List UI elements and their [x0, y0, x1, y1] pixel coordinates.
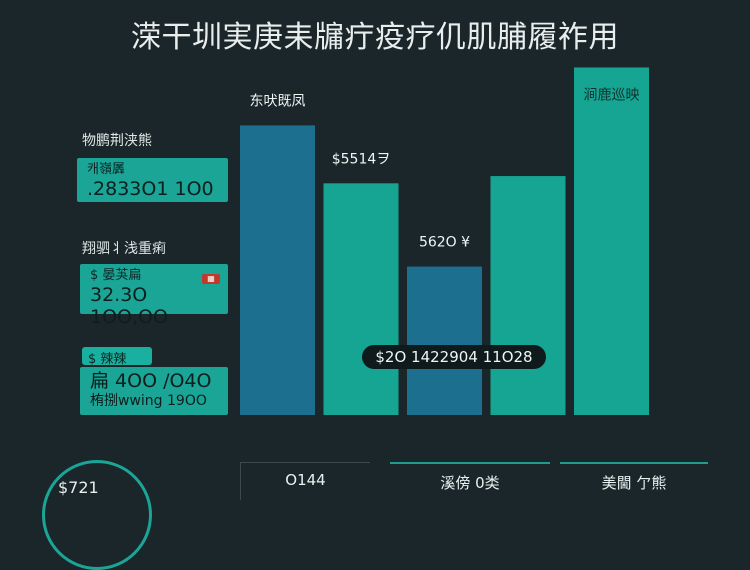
bar-5: [574, 67, 649, 415]
kpi-card-2-value: 32.3O 1OO,OO: [90, 284, 168, 328]
bar-4: [490, 176, 566, 415]
value-annotation-pill: $2O 1422904 11O28: [362, 345, 546, 369]
page-title: 溁干圳実庚耒牖疔疫疗仉肌脯履祚用: [131, 20, 619, 55]
section-label-2: 翔驷丬浅重痢: [82, 241, 166, 257]
dial-ring: [42, 460, 152, 570]
bar-1: [240, 125, 315, 416]
kpi-card-1-title: 캐嶺羼: [87, 162, 125, 177]
dial-value: $721: [58, 478, 99, 497]
bar-2: [323, 183, 399, 415]
bottom-panel-1: O144: [240, 462, 370, 500]
kpi-card-1: 캐嶺羼 .2833O1 1O0: [77, 158, 228, 202]
tag-pill: [82, 347, 152, 365]
tag-label: $ 辣辣: [88, 352, 127, 367]
bar-label-3: 562O ¥: [419, 235, 470, 251]
bar-label-1: 东吠既凤: [250, 93, 306, 109]
bar-3: [407, 266, 482, 415]
alert-badge-icon: ▦: [202, 274, 220, 284]
bottom-panel-3: 美閫 亇熊: [560, 462, 708, 500]
kpi-card-2: $ 晏芵扁 32.3O 1OO,OO ▦: [80, 264, 228, 328]
bottom-panel-2: 溪傍 0类: [390, 462, 550, 500]
bar-label-2: $5514ヲ: [332, 151, 391, 167]
kpi-card-1-value: .2833O1 1O0: [87, 178, 214, 200]
kpi-card-3-sub: 栯捌wwing 19OO: [90, 393, 207, 409]
bar-label-5: 涧鹿巡映: [584, 86, 640, 103]
chart-stage: 溁干圳実庚耒牖疔疫疗仉肌脯履祚用 物鹏荆浃熊 캐嶺羼 .2833O1 1O0 翔…: [42, 20, 708, 570]
kpi-card-2-title: $ 晏芵扁: [90, 268, 142, 283]
bar-chart: 东吠既凤 $5514ヲ 562O ¥ 涧鹿巡映: [240, 67, 649, 416]
section-label-1: 物鹏荆浃熊: [82, 133, 152, 149]
kpi-card-3: 扁 4OO /O4O 栯捌wwing 19OO: [80, 367, 228, 415]
kpi-card-3-value: 扁 4OO /O4O: [90, 370, 212, 392]
